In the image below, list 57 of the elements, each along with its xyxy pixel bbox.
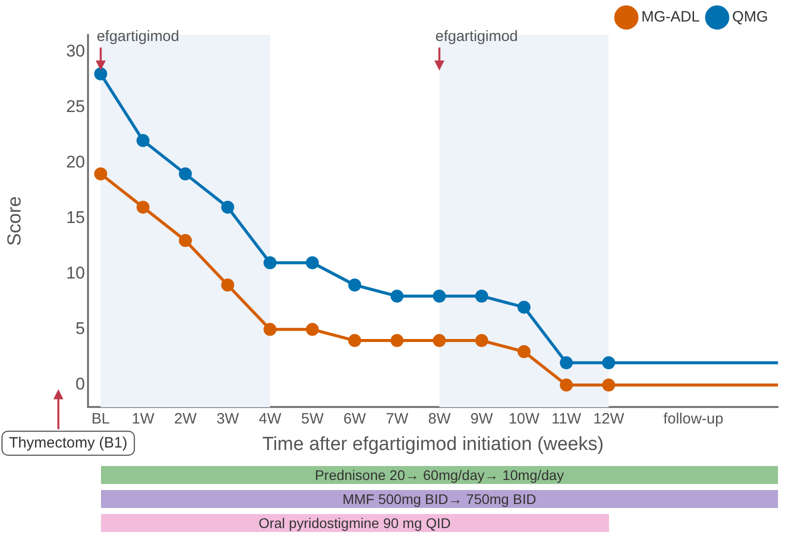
y-tick-label: 10 [66, 264, 85, 283]
point [94, 67, 108, 80]
y-tick-label: 20 [66, 152, 85, 172]
regimen-strip: MMF 500mg BID→ 750mg BID [100, 490, 778, 508]
y-tick-label: 5 [76, 319, 85, 338]
annotation: efgartigimod [435, 28, 518, 46]
point [264, 322, 277, 336]
y-tick-label: 30 [66, 41, 85, 60]
point [518, 345, 531, 358]
point [475, 334, 488, 348]
x-tick-label: 4W [258, 410, 282, 428]
regimen-strip: Oral pyridostigmine 90 mg QID [100, 514, 609, 532]
point [348, 334, 362, 348]
annotation: efgartigimod [96, 28, 180, 46]
point [178, 167, 192, 180]
legend-label: MG-ADL [641, 8, 700, 26]
x-tick-label: 3W [216, 410, 240, 428]
x-tick-label: 10W [508, 410, 540, 428]
y-axis-title: Score [4, 196, 26, 246]
y-tick-label: 25 [66, 96, 85, 116]
x-tick-label: 5W [301, 410, 324, 428]
point [432, 334, 446, 348]
point [221, 200, 234, 214]
x-tick-label: BL [92, 410, 110, 428]
point [475, 290, 488, 303]
point [518, 300, 531, 314]
y-tick-label: 15 [66, 208, 85, 228]
point [348, 278, 362, 292]
x-tick-label: 8W [428, 410, 452, 428]
x-tick-label: 12W [593, 410, 625, 428]
point [306, 256, 319, 270]
x-tick-label: 9W [470, 410, 494, 428]
x-tick-label: 7W [386, 410, 410, 428]
point [264, 256, 277, 270]
legend-label: QMG [732, 8, 768, 26]
x-tick-label: 1W [132, 410, 156, 428]
point [221, 278, 234, 292]
point [432, 290, 446, 303]
point [602, 356, 616, 370]
x-tick-label: follow-up [663, 410, 724, 428]
x-tick-label: 6W [343, 410, 367, 428]
point [602, 378, 616, 392]
y-tick-label: 0 [76, 374, 85, 394]
x-tick-label: 2W [174, 410, 198, 428]
point [390, 290, 404, 303]
point [178, 234, 192, 248]
x-axis-title: Time after efgartigimod initiation (weeks) [262, 434, 604, 455]
regimen-strip: Prednisone 20→ 60mg/day→ 10mg/day [100, 466, 778, 484]
point [136, 200, 150, 214]
x-tick-label: 11W [551, 410, 582, 428]
point [390, 334, 404, 348]
point [306, 322, 319, 336]
point [136, 134, 150, 148]
point [560, 378, 573, 392]
text: Thymectomy (B1) [9, 434, 128, 452]
point [94, 167, 108, 180]
point [560, 356, 573, 370]
